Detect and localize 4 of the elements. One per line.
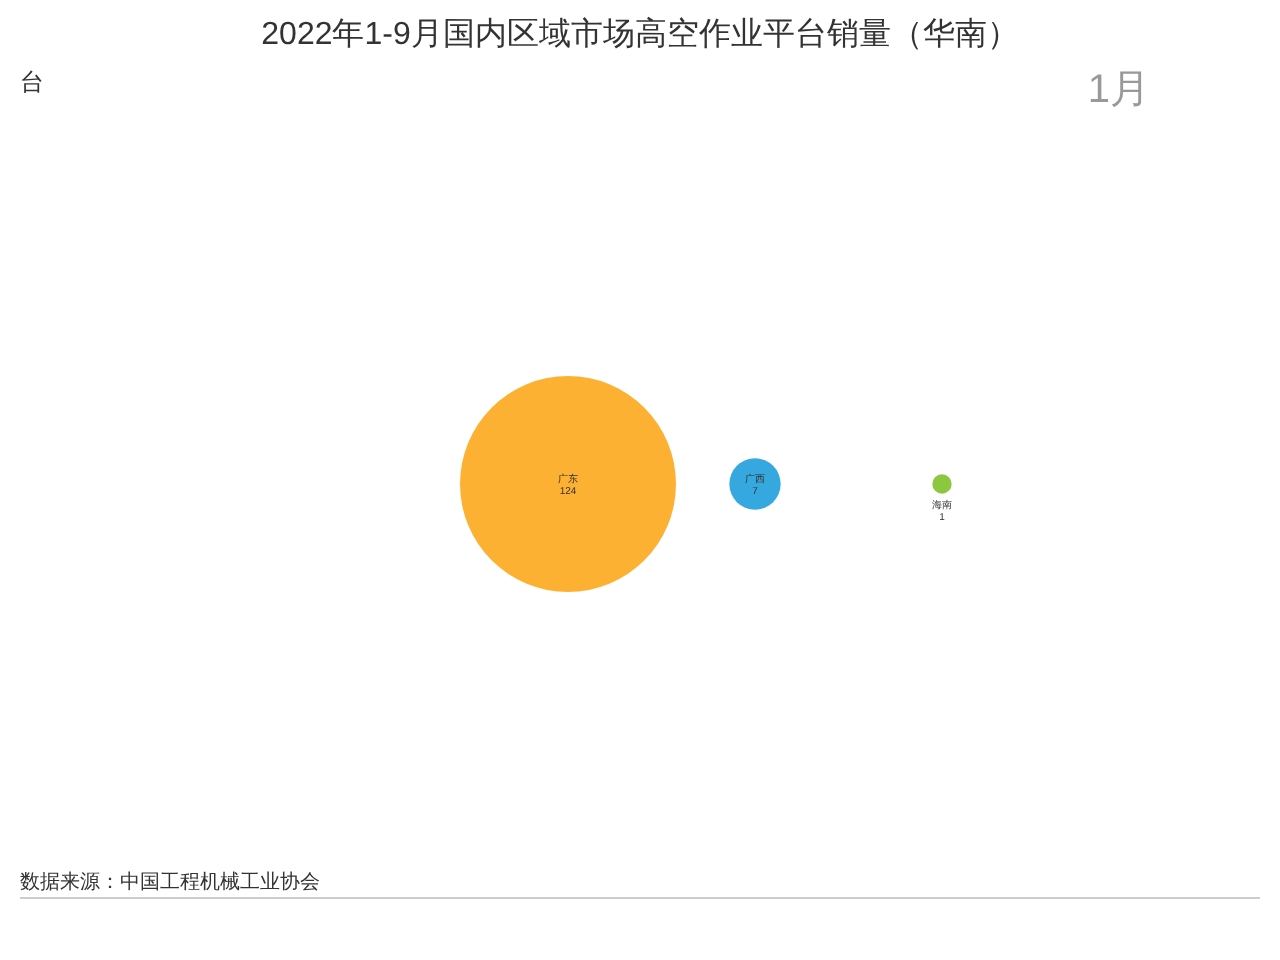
source-note: 数据来源：中国工程机械工业协会 <box>20 870 320 894</box>
text: 台 <box>20 68 44 96</box>
text: 2022年1-9月国内区域市场高空作业平台销量（华南） <box>261 16 1019 52</box>
text: 1月 <box>1087 68 1150 112</box>
